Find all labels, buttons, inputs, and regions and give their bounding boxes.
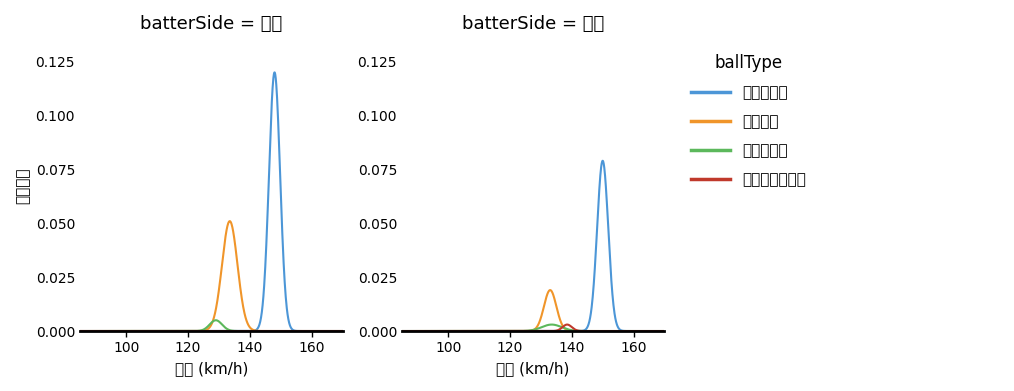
Legend: ストレート, フォーク, スライダー, チェンジアップ: ストレート, フォーク, スライダー, チェンジアップ xyxy=(685,48,812,193)
フォーク xyxy=(423,329,435,334)
チェンジアップ xyxy=(255,329,267,334)
スライダー xyxy=(546,322,558,327)
Title: batterSide = 右打: batterSide = 右打 xyxy=(462,15,604,33)
Title: batterSide = 左打: batterSide = 左打 xyxy=(140,15,282,33)
Y-axis label: 確率密度: 確率密度 xyxy=(15,167,30,204)
スライダー xyxy=(190,328,202,333)
X-axis label: 球速 (km/h): 球速 (km/h) xyxy=(497,361,570,376)
ストレート xyxy=(511,329,523,334)
フォーク xyxy=(605,329,618,334)
チェンジアップ xyxy=(511,329,523,334)
フォーク xyxy=(100,329,113,334)
Line: フォーク: フォーク xyxy=(402,290,664,331)
スライダー xyxy=(658,329,670,334)
チェンジアップ xyxy=(395,329,408,334)
スライダー xyxy=(74,329,86,334)
スライダー xyxy=(210,318,222,323)
スライダー xyxy=(337,329,349,334)
スライダー xyxy=(279,329,291,334)
Line: スライダー: スライダー xyxy=(402,325,664,331)
フォーク xyxy=(255,329,267,334)
チェンジアップ xyxy=(561,322,573,327)
フォーク xyxy=(279,329,291,334)
スライダー xyxy=(511,329,523,334)
フォーク xyxy=(395,329,408,334)
ストレート xyxy=(255,319,267,324)
ストレート xyxy=(605,282,618,287)
Line: ストレート: ストレート xyxy=(80,72,343,331)
スライダー xyxy=(605,329,618,334)
フォーク xyxy=(545,288,557,292)
スライダー xyxy=(255,329,267,334)
ストレート xyxy=(269,70,281,75)
チェンジアップ xyxy=(279,329,291,334)
チェンジアップ xyxy=(100,329,113,334)
Line: チェンジアップ: チェンジアップ xyxy=(402,325,664,331)
チェンジアップ xyxy=(180,329,193,334)
X-axis label: 球速 (km/h): 球速 (km/h) xyxy=(174,361,247,376)
スライダー xyxy=(180,329,193,334)
ストレート xyxy=(596,158,608,163)
ストレート xyxy=(395,329,408,334)
フォーク xyxy=(74,329,86,334)
Line: ストレート: ストレート xyxy=(402,161,664,331)
ストレート xyxy=(100,329,113,334)
フォーク xyxy=(190,329,202,334)
スライダー xyxy=(576,328,588,333)
チェンジアップ xyxy=(190,329,202,334)
スライダー xyxy=(601,329,613,334)
チェンジアップ xyxy=(576,329,588,334)
ストレート xyxy=(279,284,291,289)
ストレート xyxy=(601,201,613,206)
Line: フォーク: フォーク xyxy=(80,221,343,331)
チェンジアップ xyxy=(502,329,514,334)
ストレート xyxy=(658,329,670,334)
ストレート xyxy=(180,329,193,334)
スライダー xyxy=(395,329,408,334)
フォーク xyxy=(601,329,613,334)
ストレート xyxy=(502,329,514,334)
フォーク xyxy=(224,219,236,224)
チェンジアップ xyxy=(423,329,435,334)
フォーク xyxy=(658,329,670,334)
チェンジアップ xyxy=(601,329,613,334)
ストレート xyxy=(74,329,86,334)
スライダー xyxy=(423,329,435,334)
ストレート xyxy=(576,328,588,333)
チェンジアップ xyxy=(337,329,349,334)
フォーク xyxy=(180,329,193,334)
ストレート xyxy=(284,322,296,327)
フォーク xyxy=(337,329,349,334)
スライダー xyxy=(502,329,514,334)
フォーク xyxy=(284,329,296,334)
ストレート xyxy=(423,329,435,334)
ストレート xyxy=(190,329,202,334)
チェンジアップ xyxy=(605,329,618,334)
チェンジアップ xyxy=(283,329,295,334)
スライダー xyxy=(100,329,113,334)
フォーク xyxy=(511,329,523,334)
スライダー xyxy=(284,329,296,334)
ストレート xyxy=(337,329,349,334)
Line: スライダー: スライダー xyxy=(80,320,343,331)
フォーク xyxy=(576,329,588,334)
チェンジアップ xyxy=(74,329,86,334)
チェンジアップ xyxy=(658,329,670,334)
フォーク xyxy=(502,329,514,334)
